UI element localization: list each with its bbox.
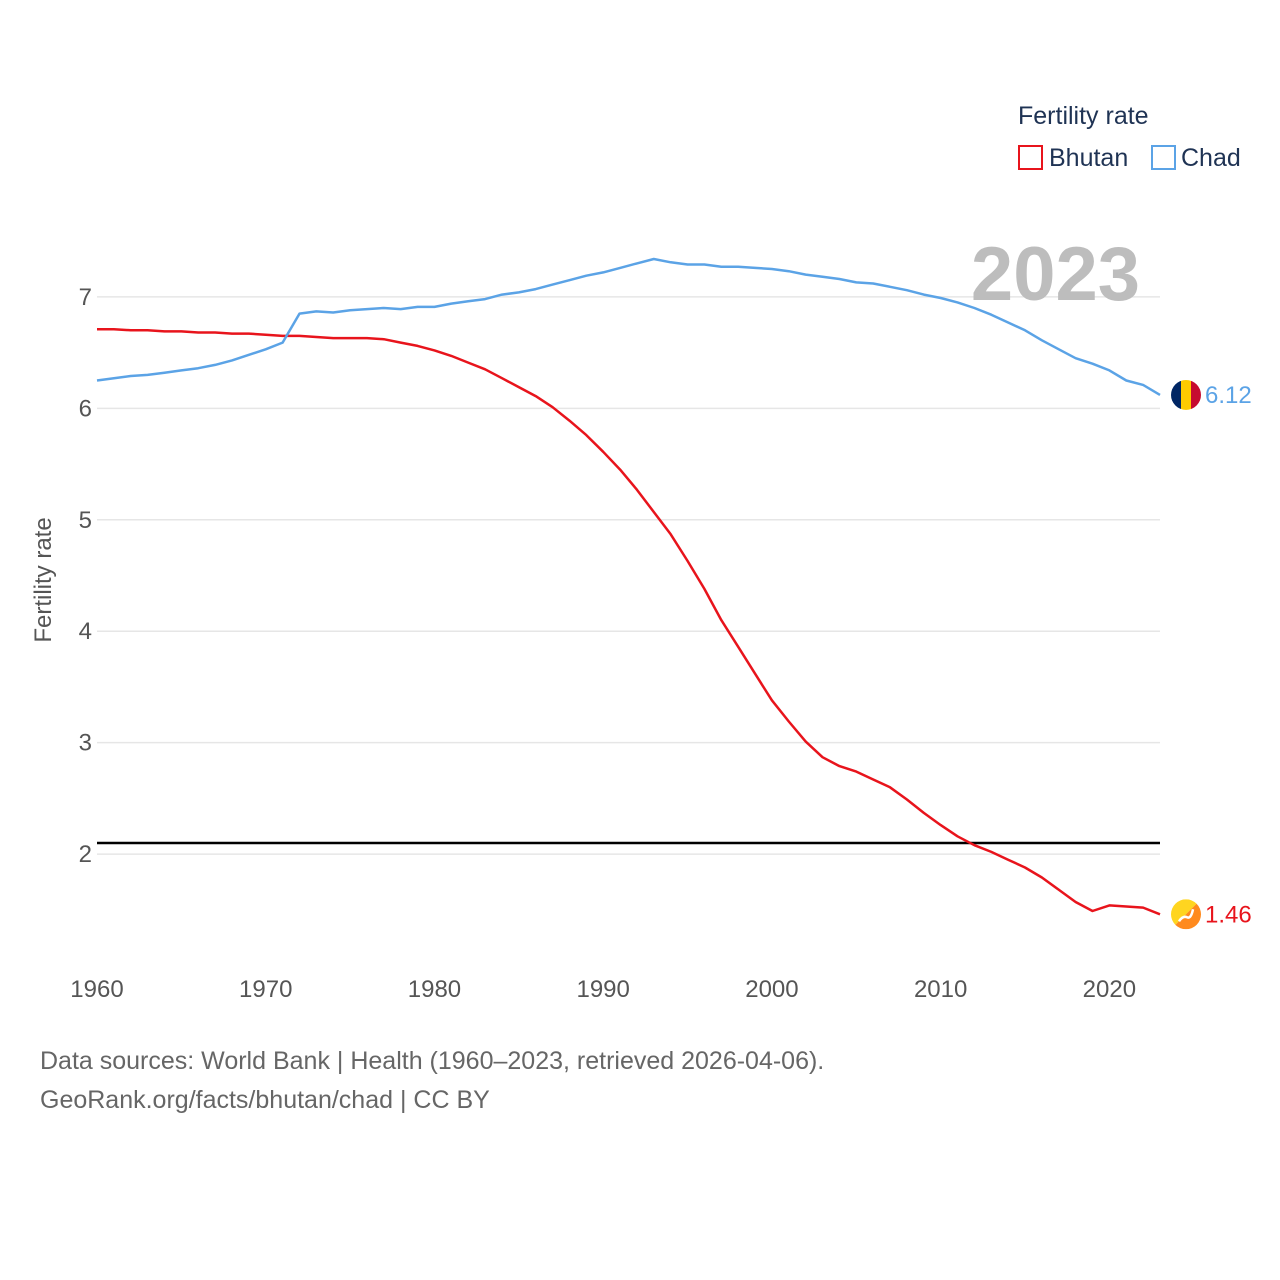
legend-swatch-bhutan[interactable]: [1018, 145, 1043, 170]
legend-swatch-chad[interactable]: [1151, 145, 1176, 170]
series-line-chad[interactable]: [96, 257, 1161, 396]
series-lines: [96, 257, 1161, 916]
data-sources-text: Data sources: World Bank | Health (1960–…: [40, 1047, 825, 1075]
end-value-label-chad: 6.12: [1205, 382, 1252, 409]
x-tick-label: 1960: [70, 976, 123, 1003]
current-year-label: 2023: [971, 232, 1140, 317]
x-tick-label: 2000: [745, 976, 798, 1003]
y-tick-label: 7: [79, 284, 92, 311]
x-tick-label: 2010: [914, 976, 967, 1003]
y-axis-title: Fertility rate: [30, 517, 57, 642]
bhutan-flag-icon: [1171, 899, 1201, 930]
legend-label-chad[interactable]: Chad: [1181, 144, 1241, 172]
x-tick-label: 1970: [239, 976, 292, 1003]
chad-flag-icon: [1171, 379, 1201, 410]
series-line-bhutan[interactable]: [97, 327, 1161, 916]
legend: Fertility rate Bhutan Chad: [1018, 102, 1241, 172]
legend-title: Fertility rate: [1018, 102, 1149, 130]
x-axis-ticks: 1960 1970 1980 1990 2000 2010 2020: [70, 976, 1136, 1003]
y-tick-label: 2: [79, 841, 92, 868]
end-value-label-bhutan: 1.46: [1205, 901, 1252, 928]
footer: Data sources: World Bank | Health (1960–…: [40, 1042, 824, 1120]
attribution-link[interactable]: GeoRank.org/facts/bhutan/chad | CC BY: [40, 1086, 490, 1114]
y-axis-ticks: 2 3 4 5 6 7: [79, 284, 92, 868]
x-tick-label: 2020: [1083, 976, 1136, 1003]
y-tick-label: 6: [79, 395, 92, 422]
gridlines: [97, 296, 1160, 855]
legend-label-bhutan[interactable]: Bhutan: [1049, 144, 1128, 172]
series-end-markers: 1.46 6.12: [1171, 379, 1252, 930]
y-tick-label: 5: [79, 507, 92, 534]
y-tick-label: 3: [79, 730, 92, 757]
x-tick-label: 1990: [576, 976, 629, 1003]
y-tick-label: 4: [79, 618, 92, 645]
x-tick-label: 1980: [408, 976, 461, 1003]
